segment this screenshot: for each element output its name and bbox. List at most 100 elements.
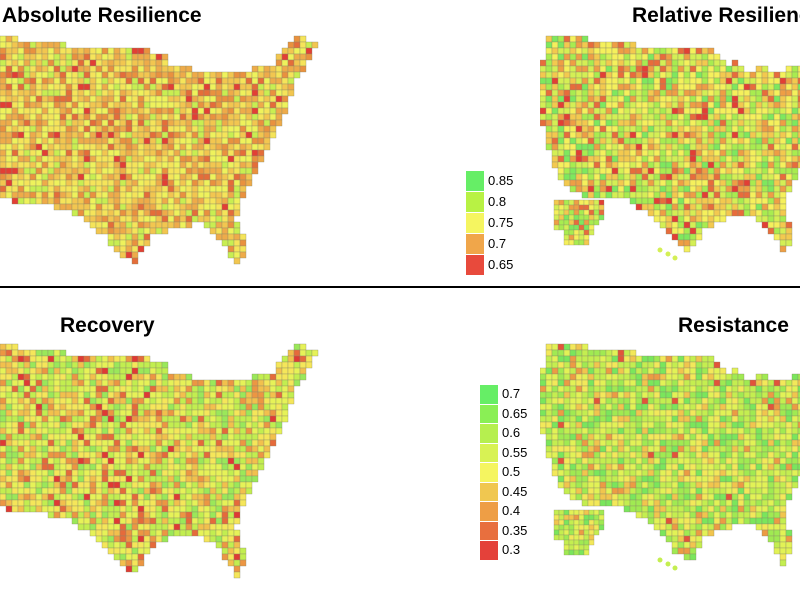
county-cell — [209, 179, 217, 187]
county-cell — [251, 475, 259, 483]
county-cell — [257, 143, 265, 151]
county-cell — [545, 131, 553, 139]
county-cell — [137, 457, 145, 465]
county-cell — [611, 373, 619, 381]
county-cell — [65, 71, 73, 79]
county-cell — [41, 167, 49, 175]
county-cell — [191, 379, 199, 387]
county-cell — [578, 219, 585, 226]
county-cell — [791, 403, 799, 411]
county-cell — [209, 149, 217, 157]
county-cell — [233, 433, 241, 441]
county-cell — [0, 469, 7, 477]
county-cell — [35, 149, 43, 157]
county-cell — [749, 101, 757, 109]
county-cell — [143, 149, 151, 157]
county-cell — [0, 101, 7, 109]
county-cell — [755, 125, 763, 133]
county-cell — [113, 47, 121, 55]
county-cell — [173, 143, 181, 151]
county-cell — [623, 487, 631, 495]
county-cell — [197, 113, 205, 121]
county-cell — [749, 83, 757, 91]
county-cell — [35, 113, 43, 121]
county-cell — [101, 101, 109, 109]
county-cell — [191, 427, 199, 435]
county-cell — [29, 349, 37, 357]
county-cell — [671, 499, 679, 507]
county-cell — [95, 47, 103, 55]
county-cell — [173, 113, 181, 121]
county-cell — [635, 185, 643, 193]
county-cell — [227, 131, 235, 139]
county-cell — [41, 457, 49, 465]
county-cell — [59, 433, 67, 441]
county-cell — [119, 373, 127, 381]
county-cell — [71, 451, 79, 459]
county-cell — [701, 89, 709, 97]
county-cell — [143, 203, 151, 211]
county-cell — [173, 385, 181, 393]
county-cell — [653, 47, 661, 55]
county-cell — [755, 397, 763, 405]
county-cell — [167, 185, 175, 193]
county-cell — [155, 469, 163, 477]
county-cell — [215, 451, 223, 459]
county-cell — [641, 379, 649, 387]
county-cell — [737, 481, 745, 489]
county-cell — [563, 214, 570, 221]
county-cell — [599, 149, 607, 157]
county-cell — [593, 439, 601, 447]
county-cell — [137, 245, 145, 253]
county-cell — [263, 77, 271, 85]
county-cell — [623, 77, 631, 85]
county-cell — [677, 421, 685, 429]
county-cell — [593, 415, 601, 423]
county-cell — [167, 373, 175, 381]
county-cell — [53, 379, 61, 387]
county-cell — [713, 161, 721, 169]
county-cell — [641, 445, 649, 453]
county-cell — [215, 409, 223, 417]
county-cell — [701, 53, 709, 61]
county-cell — [629, 409, 637, 417]
county-cell — [617, 131, 625, 139]
county-cell — [569, 385, 577, 393]
county-cell — [629, 373, 637, 381]
county-cell — [59, 89, 67, 97]
county-cell — [83, 517, 91, 525]
county-cell — [125, 361, 133, 369]
county-cell — [221, 221, 229, 229]
county-cell — [641, 89, 649, 97]
county-cell — [227, 517, 235, 525]
county-cell — [731, 167, 739, 175]
county-cell — [239, 409, 247, 417]
county-cell — [749, 391, 757, 399]
county-cell — [161, 487, 169, 495]
county-cell — [713, 409, 721, 417]
county-cell — [269, 373, 277, 381]
county-cell — [551, 415, 559, 423]
county-cell — [77, 403, 85, 411]
county-cell — [611, 391, 619, 399]
county-cell — [185, 475, 193, 483]
county-cell — [83, 487, 91, 495]
county-cell — [635, 469, 643, 477]
county-cell — [59, 137, 67, 145]
county-cell — [569, 463, 577, 471]
county-cell — [773, 457, 781, 465]
county-cell — [677, 385, 685, 393]
county-cell — [113, 535, 121, 543]
county-cell — [563, 53, 571, 61]
county-cell — [569, 397, 577, 405]
county-cell — [611, 493, 619, 501]
county-cell — [209, 511, 217, 519]
county-cell — [161, 149, 169, 157]
county-cell — [617, 445, 625, 453]
county-cell — [557, 439, 565, 447]
county-cell — [617, 373, 625, 381]
county-cell — [713, 415, 721, 423]
county-cell — [743, 131, 751, 139]
county-cell — [629, 71, 637, 79]
county-cell — [761, 161, 769, 169]
